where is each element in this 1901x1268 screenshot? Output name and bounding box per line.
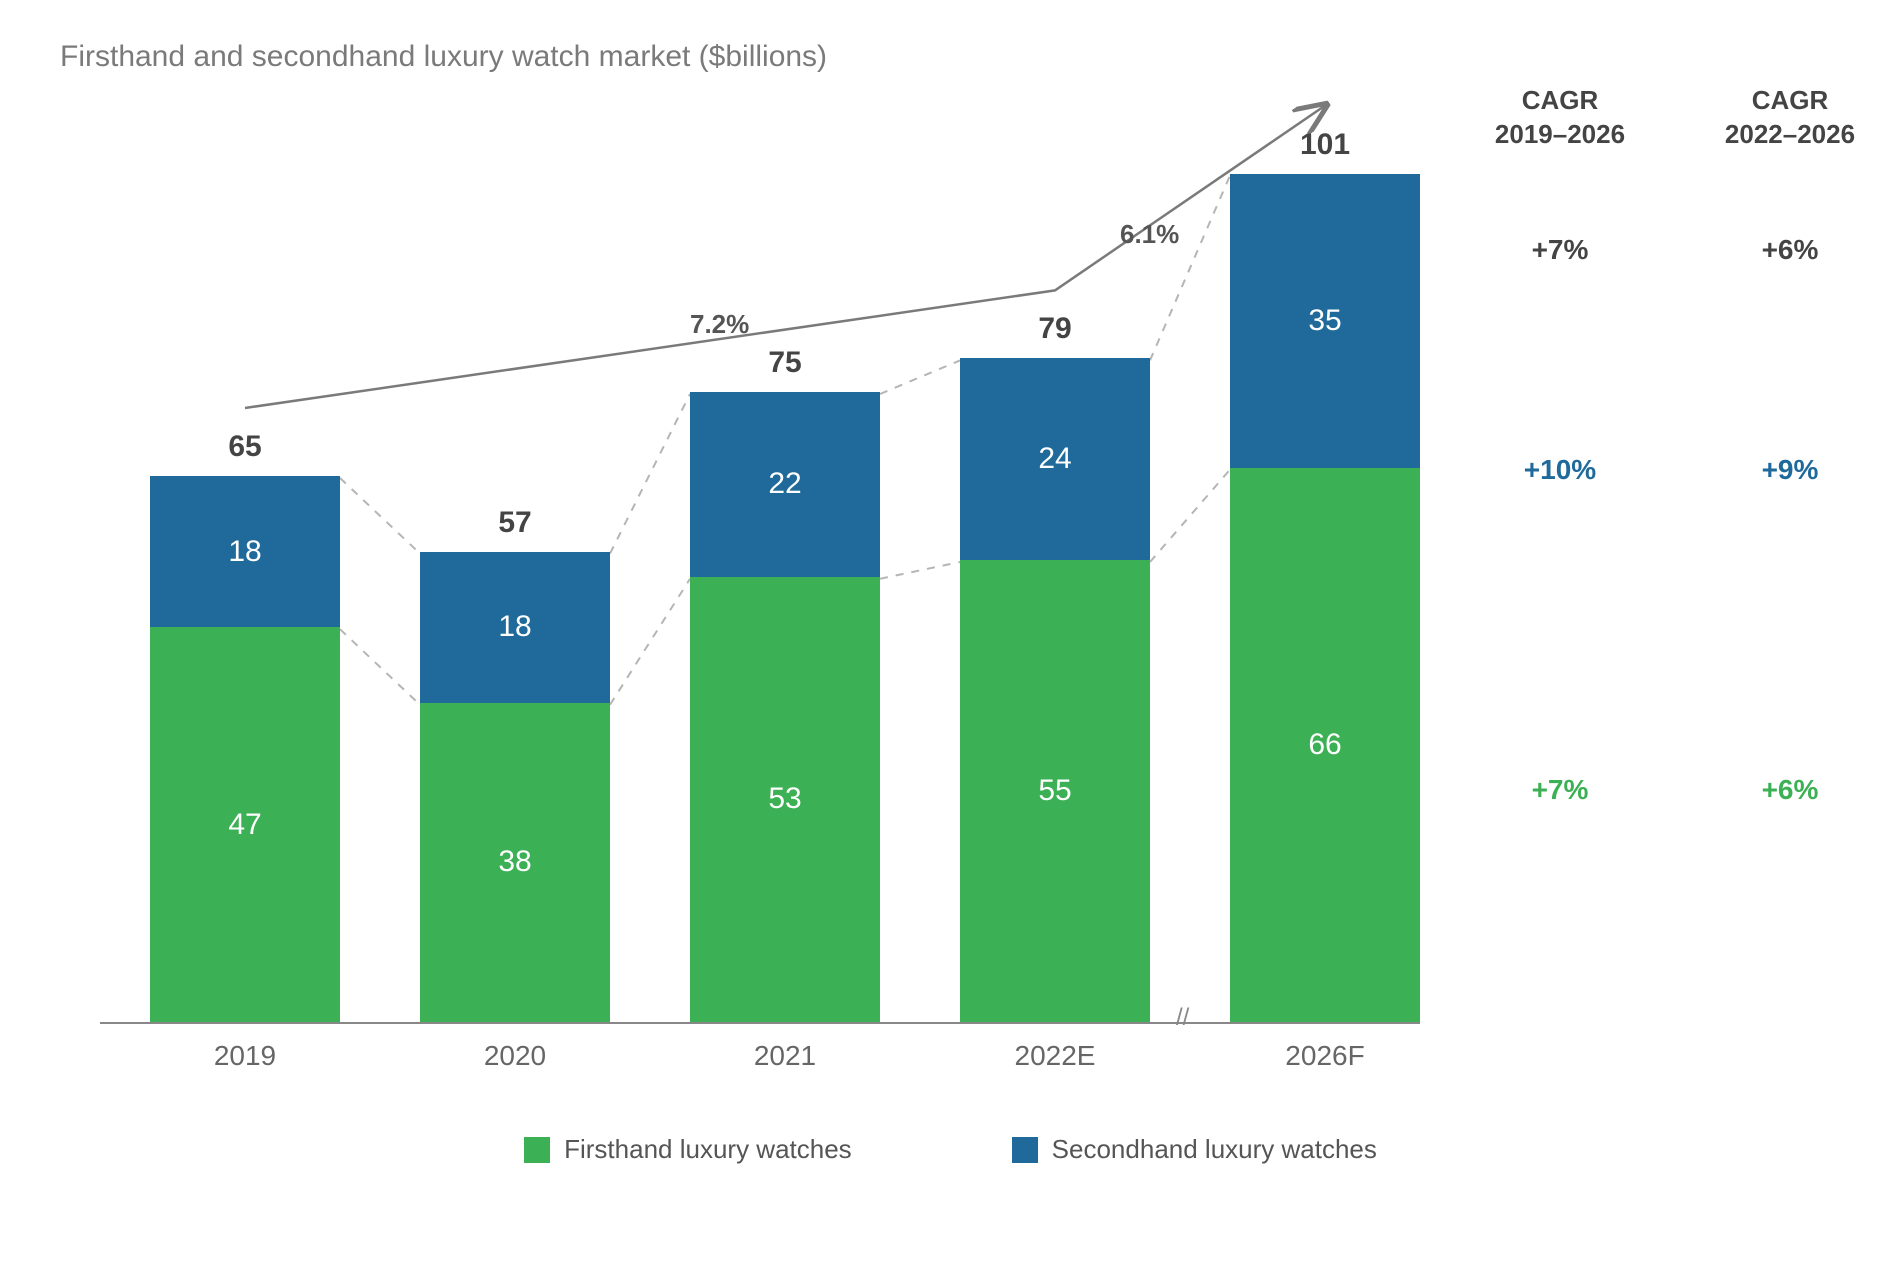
connector-line	[1150, 470, 1230, 562]
bar-column: 5524792022E	[960, 358, 1150, 1022]
main-row: 4718652019381857202053227520215524792022…	[60, 84, 1841, 1094]
bar-segment: 53	[690, 577, 880, 1022]
bar-total-label: 65	[150, 430, 340, 464]
x-axis-label: 2020	[420, 1022, 610, 1072]
plot-area: 4718652019381857202053227520215524792022…	[60, 84, 1440, 1094]
connector-line	[610, 579, 690, 705]
cagr-value: +7%	[1460, 774, 1660, 806]
cagr-value: +10%	[1460, 454, 1660, 486]
chart-title: Firsthand and secondhand luxury watch ma…	[60, 40, 1841, 74]
bar-total-label: 57	[420, 506, 610, 540]
cagr-column-header: CAGR2022–2026	[1690, 84, 1890, 152]
bar-segment: 66	[1230, 468, 1420, 1022]
bar-column: 66351012026F	[1230, 174, 1420, 1022]
bar-total-label: 79	[960, 312, 1150, 346]
connector-line	[880, 360, 960, 394]
bar-segment: 18	[150, 476, 340, 627]
bar-segment: 18	[420, 552, 610, 703]
bar-column: 5322752021	[690, 392, 880, 1022]
connector-line	[610, 394, 690, 554]
bar-segment: 24	[960, 358, 1150, 560]
connector-line	[880, 562, 960, 579]
growth-annotation: 7.2%	[690, 309, 749, 340]
bar-total-label: 101	[1230, 128, 1420, 162]
x-axis-label: 2021	[690, 1022, 880, 1072]
connector-line	[340, 478, 420, 554]
chart-container: Firsthand and secondhand luxury watch ma…	[60, 40, 1841, 1228]
bars-region: 4718652019 3818572020 5322752021 5524792022…	[100, 84, 1420, 1024]
legend-item: Firsthand luxury watches	[524, 1134, 852, 1165]
cagr-value: +7%	[1460, 234, 1660, 266]
bar-segment: 35	[1230, 174, 1420, 468]
bar-segment: 38	[420, 703, 610, 1022]
x-axis-label: 2026F	[1230, 1022, 1420, 1072]
bar-segment: 47	[150, 627, 340, 1022]
axis-break-icon: //	[1176, 1004, 1189, 1032]
x-axis-label: 2022E	[960, 1022, 1150, 1072]
legend-swatch	[524, 1137, 550, 1163]
bar-total-label: 75	[690, 346, 880, 380]
legend-label: Secondhand luxury watches	[1052, 1134, 1377, 1165]
legend-item: Secondhand luxury watches	[1012, 1134, 1377, 1165]
cagr-value: +6%	[1690, 774, 1890, 806]
cagr-value: +6%	[1690, 234, 1890, 266]
bar-column: 4718652019	[150, 476, 340, 1022]
legend-label: Firsthand luxury watches	[564, 1134, 852, 1165]
bar-segment: 22	[690, 392, 880, 577]
cagr-value: +9%	[1690, 454, 1890, 486]
legend-swatch	[1012, 1137, 1038, 1163]
connector-line	[340, 629, 420, 705]
growth-annotation: 6.1%	[1120, 219, 1179, 250]
connector-line	[1150, 176, 1230, 361]
cagr-column-header: CAGR2019–2026	[1460, 84, 1660, 152]
bar-segment: 55	[960, 560, 1150, 1022]
cagr-panel: CAGR2019–2026CAGR2022–2026+7%+6%+10%+9%+…	[1440, 84, 1841, 1094]
legend: Firsthand luxury watches Secondhand luxur…	[60, 1134, 1841, 1165]
bar-column: 3818572020	[420, 552, 610, 1022]
x-axis-label: 2019	[150, 1022, 340, 1072]
